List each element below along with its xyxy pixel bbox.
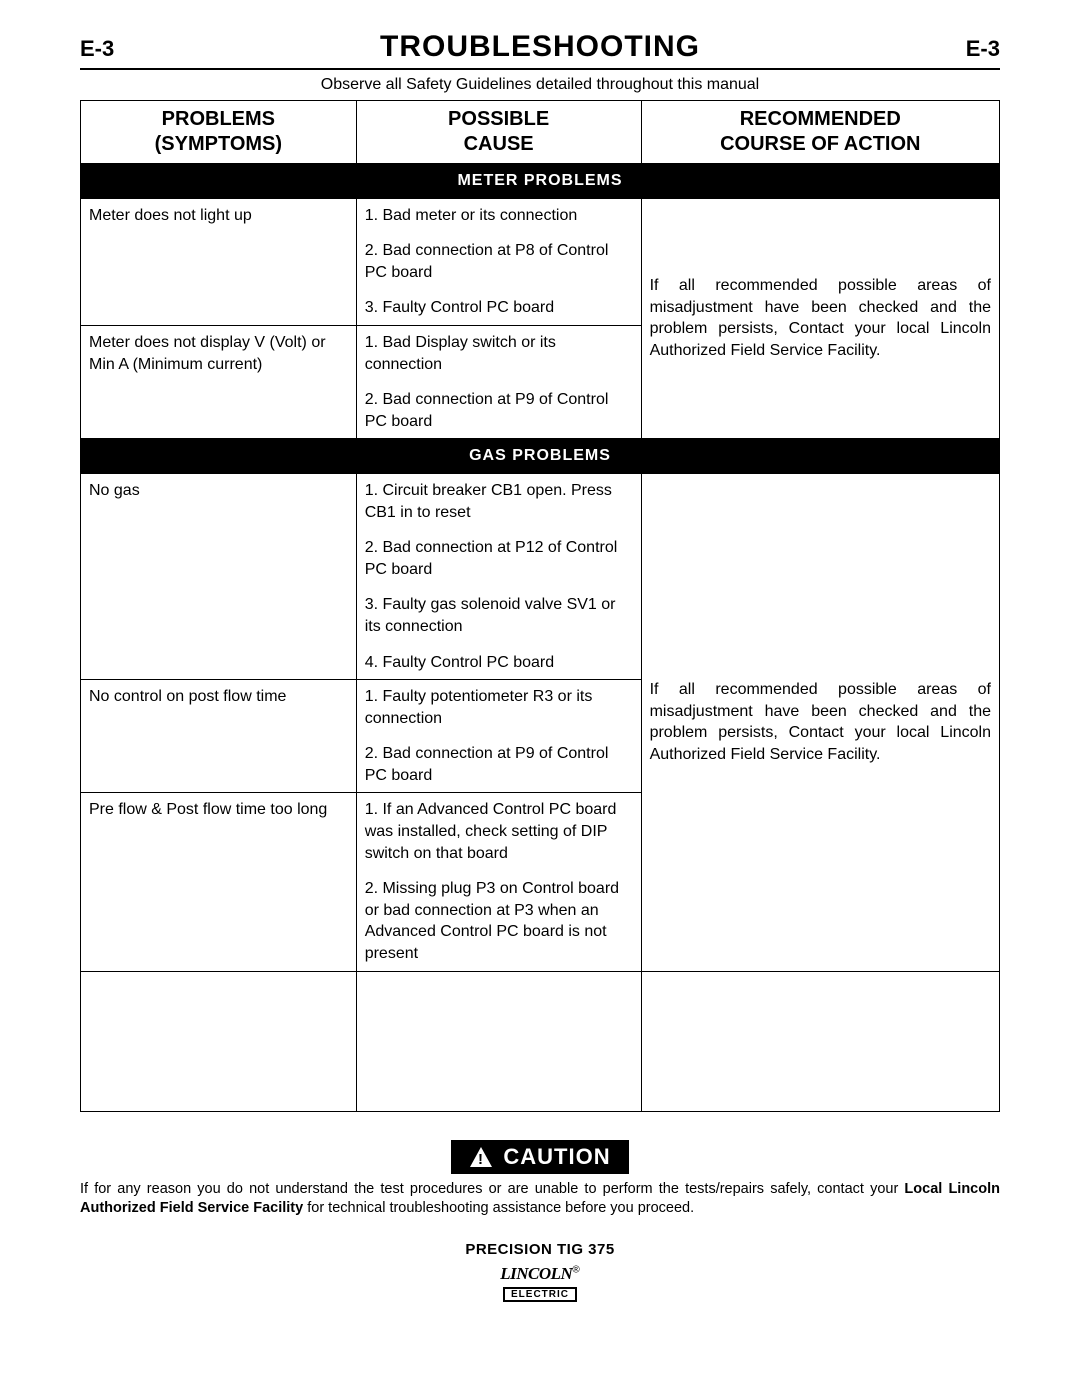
cause-item: 1. Bad meter or its connection — [365, 205, 633, 227]
cause-cell: 1. If an Advanced Control PC board was i… — [356, 793, 641, 971]
table-header-row: PROBLEMS (SYMPTOMS) POSSIBLE CAUSE RECOM… — [81, 101, 1000, 164]
action-cell: If all recommended possible areas of mis… — [641, 198, 999, 439]
page-header: E-3 TROUBLESHOOTING E-3 — [80, 30, 1000, 70]
section-title: GAS PROBLEMS — [81, 439, 1000, 474]
model-name: PRECISION TIG 375 — [80, 1241, 1000, 1258]
caution-label-box: ! CAUTION — [451, 1140, 628, 1174]
warning-triangle-icon: ! — [469, 1146, 493, 1168]
cause-cell: 1. Faulty potentiometer R3 or its connec… — [356, 680, 641, 793]
page-footer: PRECISION TIG 375 LINCOLN® ELECTRIC — [80, 1241, 1000, 1302]
header-problems: PROBLEMS (SYMPTOMS) — [81, 101, 357, 164]
cause-item: 1. If an Advanced Control PC board was i… — [365, 799, 633, 864]
header-problems-l2: (SYMPTOMS) — [155, 133, 282, 155]
cause-item: 2. Bad connection at P9 of Control PC bo… — [365, 389, 633, 432]
empty-row — [81, 971, 1000, 1111]
caution-text: If for any reason you do not understand … — [80, 1180, 1000, 1219]
cause-item: 4. Faulty Control PC board — [365, 652, 633, 674]
logo-brand: LINCOLN — [500, 1264, 572, 1283]
cause-item: 1. Bad Display switch or its connection — [365, 332, 633, 375]
cause-item: 2. Bad connection at P9 of Control PC bo… — [365, 743, 633, 786]
header-action-l2: COURSE OF ACTION — [720, 133, 920, 155]
header-cause-l1: POSSIBLE — [448, 108, 549, 130]
caution-text-post: for technical troubleshooting assistance… — [303, 1200, 694, 1216]
page-title: TROUBLESHOOTING — [380, 30, 700, 64]
action-text: If all recommended possible areas of mis… — [650, 681, 991, 763]
cause-item: 3. Faulty gas solenoid valve SV1 or its … — [365, 594, 633, 637]
caution-label: CAUTION — [503, 1144, 610, 1170]
problem-cell: Meter does not light up — [81, 198, 357, 325]
problem-cell: Meter does not display V (Volt) or Min A… — [81, 325, 357, 438]
cause-cell: 1. Bad Display switch or its connection … — [356, 325, 641, 438]
table-row: No gas 1. Circuit breaker CB1 open. Pres… — [81, 473, 1000, 679]
section-title: METER PROBLEMS — [81, 164, 1000, 199]
cause-item: 3. Faulty Control PC board — [365, 297, 633, 319]
svg-text:!: ! — [478, 1151, 484, 1168]
caution-block: ! CAUTION If for any reason you do not u… — [80, 1140, 1000, 1219]
empty-cell — [641, 971, 999, 1111]
section-meter-problems: METER PROBLEMS — [81, 164, 1000, 199]
problem-cell: Pre flow & Post flow time too long — [81, 793, 357, 971]
page-number-right: E-3 — [966, 36, 1000, 62]
safety-guideline-note: Observe all Safety Guidelines detailed t… — [80, 76, 1000, 94]
cause-cell: 1. Circuit breaker CB1 open. Press CB1 i… — [356, 473, 641, 679]
cause-item: 2. Bad connection at P12 of Control PC b… — [365, 537, 633, 580]
lincoln-electric-logo: LINCOLN® ELECTRIC — [500, 1264, 579, 1302]
troubleshooting-table: PROBLEMS (SYMPTOMS) POSSIBLE CAUSE RECOM… — [80, 100, 1000, 1112]
logo-subbrand: ELECTRIC — [503, 1287, 577, 1302]
cause-item: 2. Bad connection at P8 of Control PC bo… — [365, 240, 633, 283]
cause-cell: 1. Bad meter or its connection 2. Bad co… — [356, 198, 641, 325]
header-cause: POSSIBLE CAUSE — [356, 101, 641, 164]
empty-cell — [81, 971, 357, 1111]
empty-cell — [356, 971, 641, 1111]
action-text: If all recommended possible areas of mis… — [650, 277, 991, 359]
problem-cell: No gas — [81, 473, 357, 679]
registered-icon: ® — [572, 1264, 579, 1275]
cause-item: 2. Missing plug P3 on Control board or b… — [365, 878, 633, 964]
page-number-left: E-3 — [80, 36, 114, 62]
action-cell: If all recommended possible areas of mis… — [641, 473, 999, 971]
section-gas-problems: GAS PROBLEMS — [81, 439, 1000, 474]
header-problems-l1: PROBLEMS — [162, 108, 275, 130]
cause-item: 1. Circuit breaker CB1 open. Press CB1 i… — [365, 480, 633, 523]
header-action: RECOMMENDED COURSE OF ACTION — [641, 101, 999, 164]
problem-cell: No control on post flow time — [81, 680, 357, 793]
header-cause-l2: CAUSE — [464, 133, 534, 155]
header-action-l1: RECOMMENDED — [740, 108, 901, 130]
cause-item: 1. Faulty potentiometer R3 or its connec… — [365, 686, 633, 729]
table-row: Meter does not light up 1. Bad meter or … — [81, 198, 1000, 325]
caution-text-pre: If for any reason you do not understand … — [80, 1181, 904, 1197]
